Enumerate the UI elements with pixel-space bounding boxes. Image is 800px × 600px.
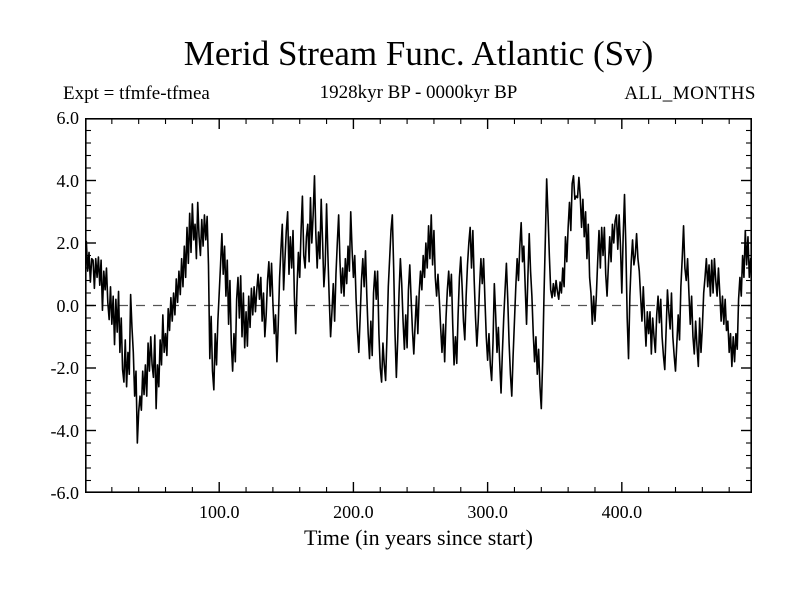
x-tick-label: 200.0 — [333, 502, 374, 522]
plot-area — [85, 118, 752, 493]
x-tick-label: 400.0 — [601, 502, 643, 522]
y-tick-label: -6.0 — [50, 483, 80, 503]
y-tick-label: 2.0 — [56, 233, 80, 253]
experiment-label: Expt = tfmfe-tfmea — [63, 83, 210, 104]
y-tick-label: -2.0 — [50, 358, 80, 378]
y-tick-label: -4.0 — [50, 420, 80, 441]
x-tick-label: 300.0 — [467, 502, 508, 522]
x-axis-title: Time (in years since start) — [304, 525, 533, 550]
plot-frame — [85, 118, 752, 493]
series-line — [85, 175, 752, 444]
plot-svg — [85, 118, 752, 493]
y-tick-label: 6.0 — [56, 108, 80, 128]
months-label: ALL_MONTHS — [624, 83, 756, 104]
x-tick-label: 100.0 — [198, 502, 240, 522]
time-range-label: 1928kyr BP - 0000kyr BP — [319, 82, 518, 103]
y-tick-label: 4.0 — [56, 170, 80, 191]
y-tick-label: 0.0 — [56, 295, 80, 316]
chart-title: Merid Stream Func. Atlantic (Sv) — [183, 34, 654, 73]
